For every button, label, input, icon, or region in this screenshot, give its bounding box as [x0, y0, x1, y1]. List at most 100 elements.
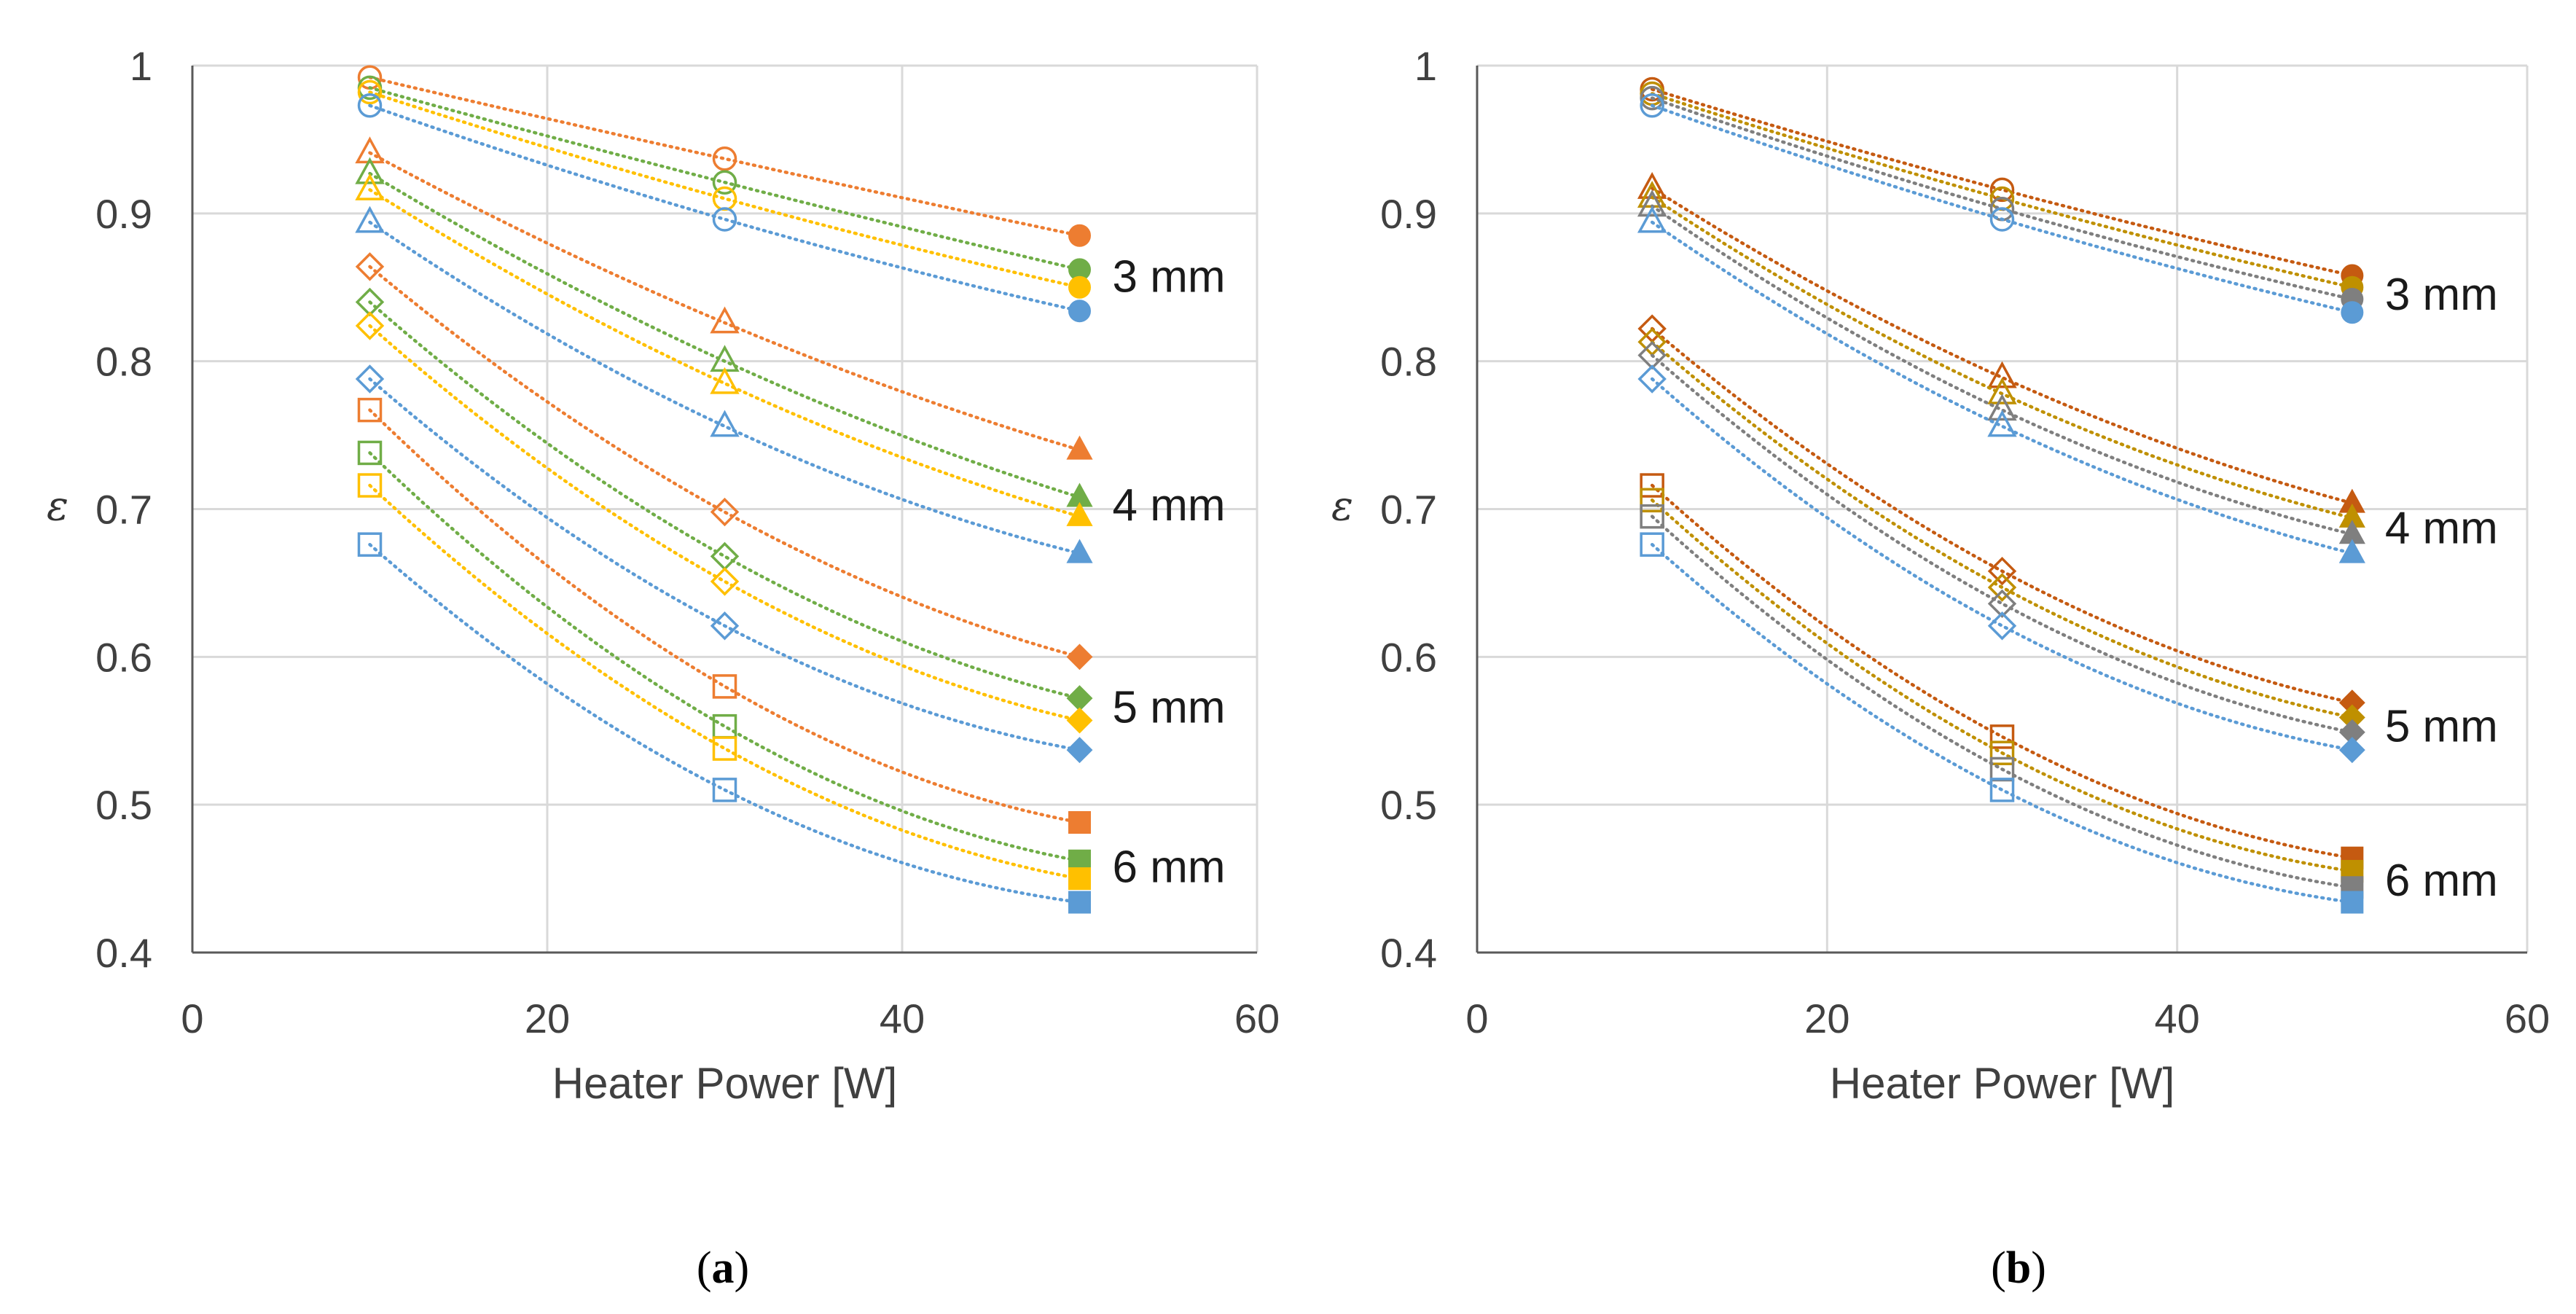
y-axis-title: ε — [47, 483, 68, 531]
group-label: 3 mm — [2385, 270, 2498, 320]
caption-a-letter: a — [712, 1243, 735, 1293]
data-point-diamond — [2338, 737, 2365, 764]
data-point-diamond — [355, 364, 385, 394]
x-tick-label: 0 — [1465, 996, 1488, 1041]
x-tick-label: 40 — [880, 996, 925, 1041]
data-point-square — [712, 736, 737, 761]
data-point-triangle — [355, 173, 385, 200]
trend-line — [1650, 377, 2354, 752]
y-tick-label: 1 — [130, 43, 152, 89]
x-tick-label: 60 — [2505, 996, 2550, 1041]
data-point-diamond — [710, 611, 740, 641]
trend-line — [1650, 87, 2354, 278]
y-axis-title: ε — [1331, 483, 1353, 531]
data-point-diamond — [355, 311, 385, 340]
data-point-circle — [712, 207, 737, 232]
trend-line — [368, 86, 1081, 272]
series-group: 4 mm — [355, 136, 1226, 563]
data-point-triangle — [1987, 394, 2017, 421]
data-point-triangle — [1987, 410, 2017, 437]
series-group: 5 mm — [355, 252, 1226, 764]
caption-a: (a) — [697, 1243, 749, 1293]
trend-line — [1650, 340, 2354, 719]
data-point-square — [1640, 488, 1664, 513]
x-tick-label: 0 — [181, 996, 203, 1041]
data-point-square — [1068, 891, 1091, 914]
y-tick-label: 0.7 — [95, 487, 152, 533]
trend-line — [368, 408, 1081, 824]
trend-line — [368, 265, 1081, 659]
trend-line — [1650, 195, 2354, 520]
y-tick-label: 0.5 — [95, 782, 152, 828]
group-label: 6 mm — [1113, 842, 1226, 892]
trend-line — [368, 188, 1081, 518]
data-point-circle — [357, 93, 383, 118]
y-tick-label: 0.9 — [1380, 191, 1437, 237]
data-point-triangle — [710, 410, 740, 437]
data-point-circle — [1989, 177, 2015, 203]
data-point-square — [1068, 811, 1091, 834]
data-point-circle — [712, 146, 737, 171]
x-tick-label: 20 — [1804, 996, 1849, 1041]
y-tick-label: 0.6 — [95, 634, 152, 680]
trend-line — [1650, 204, 2354, 536]
data-point-circle — [712, 170, 737, 195]
y-tick-label: 0.9 — [95, 191, 152, 237]
y-tick-label: 0.4 — [1380, 930, 1437, 976]
group-label: 5 mm — [1113, 682, 1226, 732]
caption-b-letter: b — [2006, 1243, 2031, 1293]
trend-line — [368, 151, 1081, 452]
data-point-square — [712, 674, 737, 699]
trend-line — [368, 377, 1081, 752]
data-point-circle — [357, 79, 383, 105]
data-point-diamond — [355, 252, 385, 281]
data-point-diamond — [710, 497, 740, 527]
data-point-square — [2341, 891, 2364, 914]
trend-line — [1650, 220, 2354, 555]
data-point-square — [1068, 867, 1091, 891]
x-tick-label: 40 — [2155, 996, 2200, 1041]
group-label: 6 mm — [2385, 856, 2498, 906]
data-point-diamond — [1987, 573, 2017, 602]
data-point-diamond — [1987, 589, 2017, 619]
group-label: 5 mm — [2385, 702, 2498, 752]
chart-panel-a: 0.4 0.5 0.6 0.7 0.8 0.9 1 0 20 40 60 Heater Power [… — [47, 43, 1280, 1108]
series-group: 4 mm — [1637, 171, 2498, 563]
data-point-square — [357, 473, 383, 498]
data-point-square — [712, 778, 737, 802]
y-tick-label: 0.5 — [1380, 782, 1437, 828]
data-point-square — [1640, 504, 1664, 529]
data-point-triangle — [1066, 501, 1093, 526]
trend-line — [368, 483, 1081, 880]
data-point-square — [357, 440, 383, 466]
y-tick-label: 0.8 — [1380, 339, 1437, 385]
data-point-triangle — [1637, 189, 1667, 217]
x-tick-label: 20 — [525, 996, 570, 1041]
data-point-circle — [1068, 275, 1091, 299]
y-tick-label: 0.6 — [1380, 634, 1437, 680]
trend-line — [368, 75, 1081, 238]
y-tick-label: 0.4 — [95, 930, 152, 976]
x-axis-title: Heater Power [W] — [552, 1059, 897, 1108]
trend-line — [368, 451, 1081, 863]
data-point-triangle — [2338, 539, 2365, 563]
trend-line — [1650, 515, 2354, 890]
trend-line — [1650, 326, 2354, 705]
data-point-triangle — [1637, 206, 1667, 233]
data-point-triangle — [1987, 361, 2017, 388]
series-group: 6 mm — [357, 397, 1226, 914]
trend-line — [1650, 103, 2354, 314]
x-axis-title: Heater Power [W] — [1830, 1059, 2174, 1108]
series-group: 5 mm — [1637, 314, 2498, 764]
data-point-diamond — [1637, 364, 1667, 394]
group-label: 3 mm — [1113, 252, 1226, 302]
y-tick-label: 1 — [1414, 43, 1437, 89]
data-point-circle — [712, 186, 737, 211]
trend-line — [368, 220, 1081, 555]
data-point-triangle — [355, 206, 385, 233]
data-point-diamond — [710, 567, 740, 596]
data-point-diamond — [1987, 556, 2017, 586]
data-point-square — [1640, 473, 1664, 498]
data-point-triangle — [710, 345, 740, 372]
